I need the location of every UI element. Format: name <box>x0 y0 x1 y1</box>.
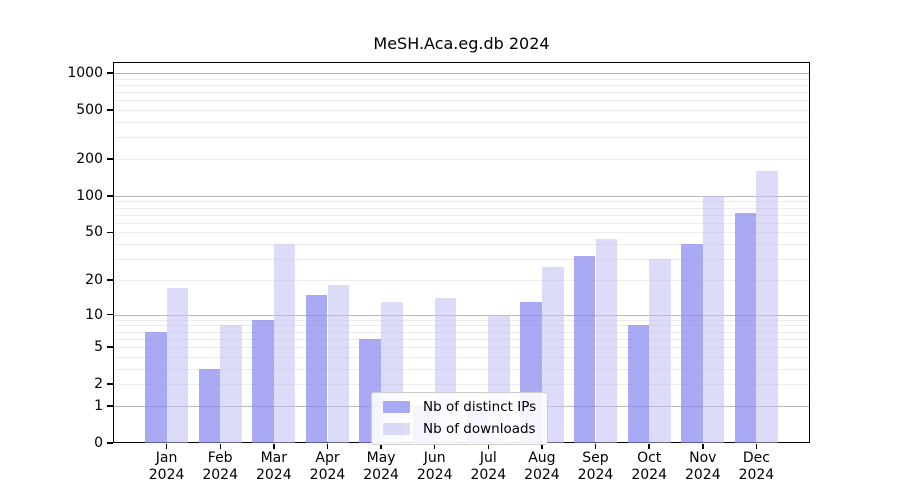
legend-swatch-distinct-ips <box>383 401 410 413</box>
chart-title: MeSH.Aca.eg.db 2024 <box>373 34 550 53</box>
gridline-minor <box>114 279 809 281</box>
y-axis-tick-label: 10 <box>85 306 103 323</box>
x-axis-tick-label: Aug 2024 <box>524 450 560 483</box>
y-axis-tick-label: 0 <box>94 435 103 451</box>
legend-label-downloads: Nb of downloads <box>423 421 536 437</box>
legend: Nb of distinct IPs Nb of downloads <box>371 392 549 445</box>
x-axis-tick <box>380 444 382 449</box>
y-axis-tick <box>107 231 113 234</box>
y-axis-tick <box>107 383 113 385</box>
bar-distinct-ips <box>198 368 221 443</box>
y-axis-tick-label: 2 <box>94 376 103 393</box>
gridline-minor <box>114 137 809 139</box>
y-axis-tick <box>107 313 113 316</box>
x-axis-tick-label: Feb 2024 <box>202 450 238 483</box>
bar-downloads <box>649 259 671 443</box>
x-axis-tick-label: Sep 2024 <box>577 450 614 483</box>
gridline-minor <box>114 232 809 234</box>
y-axis-tick-label: 200 <box>76 151 103 167</box>
x-axis-tick-label: Dec 2024 <box>738 450 775 483</box>
gridline-minor <box>114 222 809 224</box>
gridline-minor <box>114 325 809 327</box>
gridline-minor <box>114 100 809 102</box>
x-axis-tick-label: Jan 2024 <box>148 450 185 483</box>
gridline-major <box>114 195 809 197</box>
y-axis-tick <box>107 109 113 111</box>
y-axis-tick <box>107 195 113 197</box>
gridline-minor <box>114 201 809 203</box>
gridline-minor <box>114 122 809 123</box>
gridline-minor <box>114 319 809 321</box>
x-axis-tick <box>594 444 597 449</box>
y-axis-tick <box>107 279 113 281</box>
bar-downloads <box>273 244 296 443</box>
x-axis-tick-label: Apr 2024 <box>309 450 346 483</box>
bar-downloads <box>756 170 779 443</box>
x-axis-tick <box>273 444 275 449</box>
gridline-major <box>114 73 809 74</box>
legend-item-distinct-ips: Nb of distinct IPs <box>383 399 536 415</box>
gridline-minor <box>114 159 809 160</box>
gridline-minor <box>114 338 809 340</box>
y-axis-tick <box>107 158 113 160</box>
y-axis-tick <box>107 442 113 444</box>
x-axis-tick-label: Oct 2024 <box>631 450 667 483</box>
gridline-minor <box>114 78 809 80</box>
x-axis-tick <box>487 444 490 449</box>
gridline-minor <box>114 92 809 94</box>
bar-distinct-ips <box>305 294 328 443</box>
y-axis-tick <box>107 72 113 74</box>
y-axis-tick-label: 1 <box>94 397 103 414</box>
gridline-minor <box>114 244 809 246</box>
x-axis-tick <box>219 444 221 449</box>
x-axis-tick-label: Jul 2024 <box>470 450 507 483</box>
y-axis-tick-label: 50 <box>85 224 103 241</box>
bar-downloads <box>166 288 189 443</box>
y-axis-tick <box>107 346 113 348</box>
x-axis-tick-label: Jun 2024 <box>416 450 453 483</box>
y-axis-tick-label: 20 <box>85 271 103 288</box>
y-axis-tick <box>107 405 113 407</box>
x-axis-tick-label: Mar 2024 <box>255 450 292 483</box>
bar-downloads <box>327 285 350 443</box>
y-axis-tick-label: 500 <box>76 102 103 119</box>
gridline-minor <box>114 347 809 348</box>
bar-distinct-ips <box>627 325 650 443</box>
x-axis-tick <box>648 444 650 449</box>
bar-distinct-ips <box>252 319 274 443</box>
bar-distinct-ips <box>681 244 703 443</box>
bar-downloads <box>595 239 618 443</box>
gridline-minor <box>114 259 809 261</box>
x-axis-tick <box>165 444 168 449</box>
x-axis-tick <box>702 444 704 449</box>
gridline-minor <box>114 356 809 358</box>
gridline-minor <box>114 384 809 386</box>
gridline-minor <box>114 368 809 370</box>
x-axis-tick-label: Nov 2024 <box>684 450 721 483</box>
x-axis-tick <box>433 444 436 449</box>
gridline-minor <box>114 331 809 333</box>
gridline-minor <box>114 214 809 216</box>
y-axis-tick-label: 1000 <box>67 65 103 81</box>
x-axis-tick <box>541 444 543 449</box>
x-axis-tick-label: May 2024 <box>363 450 399 483</box>
gridline-minor <box>114 207 809 209</box>
bar-downloads <box>702 195 725 443</box>
bar-distinct-ips <box>573 255 596 443</box>
bar-downloads <box>220 325 242 443</box>
legend-label-distinct-ips: Nb of distinct IPs <box>423 399 537 415</box>
y-axis-tick-label: 100 <box>76 187 103 204</box>
gridline-minor <box>114 110 809 112</box>
legend-swatch-downloads <box>383 423 410 435</box>
x-axis-tick <box>755 444 758 449</box>
y-axis-tick-label: 5 <box>94 339 103 355</box>
bar-distinct-ips <box>144 331 167 443</box>
legend-item-downloads: Nb of downloads <box>383 421 536 437</box>
gridline-minor <box>114 84 809 86</box>
bar-distinct-ips <box>734 213 757 443</box>
gridline-major <box>114 314 809 316</box>
x-axis-tick <box>326 444 329 449</box>
